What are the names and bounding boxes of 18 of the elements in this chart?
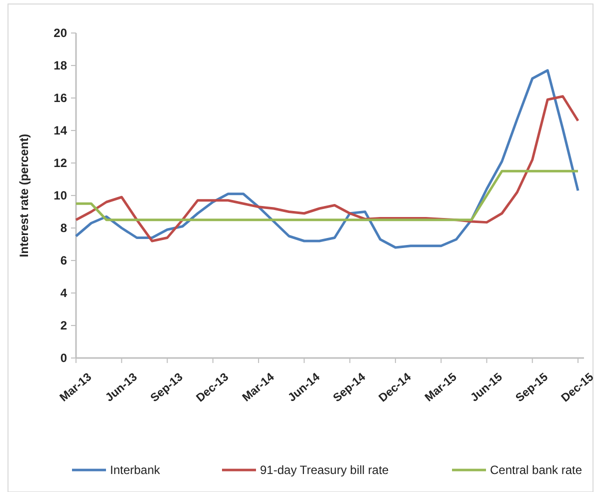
y-axis-title: Interest rate (percent) — [17, 134, 31, 258]
legend-label: 91-day Treasury bill rate — [260, 463, 390, 478]
y-tick-label: 18 — [54, 58, 68, 73]
line-series — [74, 95, 580, 242]
y-tick-label: 12 — [54, 156, 68, 170]
y-tick-label: 16 — [54, 91, 68, 106]
y-tick-label: 4 — [60, 286, 68, 300]
legend-label: Central bank rate — [490, 463, 582, 478]
y-tick-label: 2 — [60, 318, 68, 333]
line-series — [74, 69, 580, 249]
y-tick-label: 8 — [60, 221, 68, 236]
y-tick-label: 0 — [60, 351, 68, 366]
y-tick-label: 14 — [54, 124, 68, 138]
legend-label: Interbank — [110, 463, 162, 478]
y-tick-label: 20 — [54, 26, 68, 40]
y-tick-label: 6 — [60, 254, 68, 268]
line-series — [74, 170, 580, 222]
y-tick-label: 10 — [54, 188, 68, 203]
